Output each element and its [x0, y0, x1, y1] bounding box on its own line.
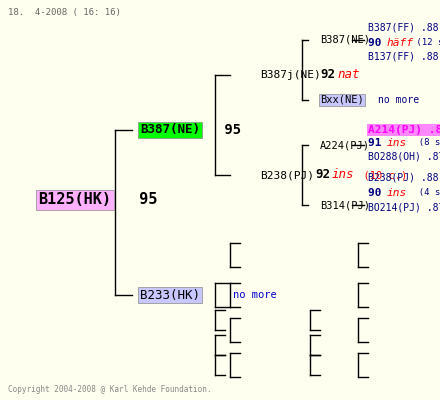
Text: 95: 95: [130, 192, 158, 208]
Text: B238(PJ): B238(PJ): [260, 170, 314, 180]
Text: häff: häff: [387, 38, 414, 48]
Text: B387(FF) .88  F12 -Sinop62R: B387(FF) .88 F12 -Sinop62R: [368, 23, 440, 33]
Text: ins: ins: [332, 168, 355, 182]
Text: 90: 90: [368, 188, 388, 198]
Text: B387(NE): B387(NE): [140, 124, 200, 136]
Text: B137(FF) .88  F12 -Sinop62R: B137(FF) .88 F12 -Sinop62R: [368, 52, 440, 62]
Text: B387(NE): B387(NE): [320, 35, 370, 45]
Text: B238(PJ) .88: B238(PJ) .88: [368, 173, 440, 183]
Text: 92: 92: [320, 68, 335, 82]
Text: A224(PJ): A224(PJ): [320, 140, 370, 150]
Text: B314(PJ): B314(PJ): [320, 200, 370, 210]
Text: ins: ins: [387, 188, 407, 198]
Text: B233(HK): B233(HK): [140, 288, 200, 302]
Text: (10 c.): (10 c.): [351, 170, 407, 180]
Text: 91: 91: [368, 138, 388, 148]
Text: BO214(PJ) .87: BO214(PJ) .87: [368, 202, 440, 212]
Text: no more: no more: [378, 95, 419, 105]
Text: BO288(OH) .87F12 -Sinop62R: BO288(OH) .87F12 -Sinop62R: [368, 152, 440, 162]
Text: 90: 90: [368, 38, 388, 48]
Text: (8 sister colonies): (8 sister colonies): [408, 138, 440, 148]
Text: Bxx(NE): Bxx(NE): [320, 95, 364, 105]
Text: (12 sister colonies): (12 sister colonies): [411, 38, 440, 48]
Text: no more: no more: [233, 290, 277, 300]
Text: A214(PJ) .89: A214(PJ) .89: [368, 125, 440, 135]
Text: 95: 95: [216, 123, 241, 137]
Text: B125(HK): B125(HK): [39, 192, 111, 208]
Text: 92: 92: [315, 168, 330, 182]
Text: B387j(NE): B387j(NE): [260, 70, 321, 80]
Text: (4 sister colonies): (4 sister colonies): [408, 188, 440, 198]
Text: Copyright 2004-2008 @ Karl Kehde Foundation.: Copyright 2004-2008 @ Karl Kehde Foundat…: [8, 385, 212, 394]
Text: 18.  4-2008 ( 16: 16): 18. 4-2008 ( 16: 16): [8, 8, 121, 17]
Text: ins: ins: [387, 138, 407, 148]
Text: nat: nat: [337, 68, 359, 82]
